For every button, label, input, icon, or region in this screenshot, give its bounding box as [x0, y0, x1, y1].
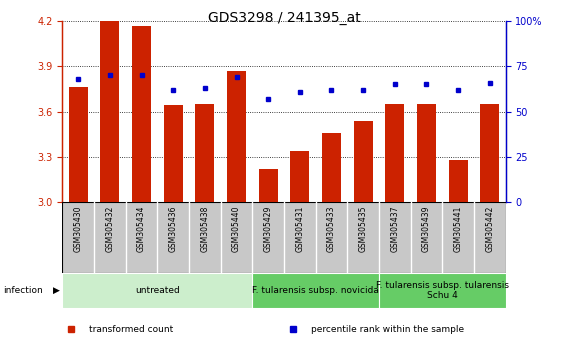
Bar	[258, 169, 278, 202]
Bar	[379, 273, 506, 308]
Text: GSM305436: GSM305436	[169, 205, 178, 252]
Bar	[354, 121, 373, 202]
Text: untreated: untreated	[135, 286, 180, 295]
Bar	[62, 273, 252, 308]
Text: GSM305432: GSM305432	[106, 205, 114, 252]
Text: F. tularensis subsp. tularensis
Schu 4: F. tularensis subsp. tularensis Schu 4	[375, 281, 509, 300]
Bar	[132, 26, 151, 202]
Bar	[101, 21, 119, 202]
Text: infection: infection	[3, 286, 43, 295]
Text: GSM305435: GSM305435	[358, 205, 367, 252]
Text: GSM305437: GSM305437	[390, 205, 399, 252]
Text: GSM305429: GSM305429	[264, 205, 273, 252]
Text: percentile rank within the sample: percentile rank within the sample	[311, 325, 463, 334]
Text: GSM305434: GSM305434	[137, 205, 146, 252]
Text: GSM305433: GSM305433	[327, 205, 336, 252]
Text: GSM305441: GSM305441	[454, 205, 462, 252]
Bar	[417, 104, 436, 202]
Bar	[252, 273, 379, 308]
Bar	[449, 160, 467, 202]
Bar	[195, 104, 214, 202]
Bar	[290, 151, 310, 202]
Text: transformed count: transformed count	[89, 325, 173, 334]
Bar	[322, 133, 341, 202]
Text: GSM305430: GSM305430	[74, 205, 83, 252]
Text: GSM305438: GSM305438	[201, 205, 210, 252]
Text: ▶: ▶	[53, 286, 60, 295]
Bar	[385, 104, 404, 202]
Text: F. tularensis subsp. novicida: F. tularensis subsp. novicida	[252, 286, 379, 295]
Bar	[227, 71, 246, 202]
Text: GSM305439: GSM305439	[422, 205, 431, 252]
Text: GSM305431: GSM305431	[295, 205, 304, 252]
Bar	[164, 105, 183, 202]
Text: GSM305442: GSM305442	[485, 205, 494, 252]
Text: GDS3298 / 241395_at: GDS3298 / 241395_at	[208, 11, 360, 25]
Bar	[480, 104, 499, 202]
Text: GSM305440: GSM305440	[232, 205, 241, 252]
Bar	[69, 87, 88, 202]
